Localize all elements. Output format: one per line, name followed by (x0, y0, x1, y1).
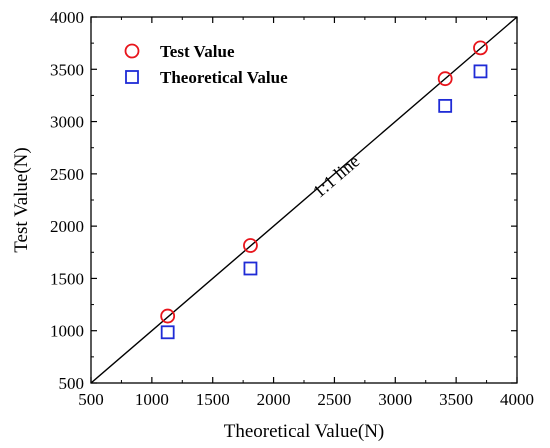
x-tick-label: 4000 (500, 390, 534, 409)
marks-layer (160, 40, 488, 340)
legend-marker-square (125, 70, 139, 84)
one-to-one-line (90, 16, 518, 384)
x-tick-label: 1000 (135, 390, 169, 409)
x-tick-label: 1500 (196, 390, 230, 409)
legend-label: Theoretical Value (160, 68, 288, 87)
y-tick-label: 1000 (50, 322, 84, 341)
y-tick-label: 500 (59, 374, 85, 393)
y-tick-label: 4000 (50, 8, 84, 27)
test-value-point (243, 238, 258, 253)
y-axis-title: Test Value(N) (11, 147, 32, 252)
test-value-point (160, 308, 176, 324)
test-value-point (437, 71, 453, 87)
legend-label: Test Value (160, 42, 235, 61)
y-tick-label: 2000 (50, 217, 84, 236)
x-tick-label: 3000 (378, 390, 412, 409)
x-tick-label: 3500 (439, 390, 473, 409)
legend-marker-circle (124, 43, 140, 59)
theoretical-value-point (473, 64, 488, 79)
y-tick-label: 3500 (50, 60, 84, 79)
axes-layer: 500 1000 1500 2000 2500 3000 3500 4000 500 1000 15… (50, 8, 534, 409)
legend: Test Value Theoretical Value (124, 42, 288, 87)
reference-line-layer (90, 16, 518, 384)
one-to-one-line-label: 1:1 line (309, 151, 363, 202)
x-axis-title: Theoretical Value(N) (224, 421, 385, 442)
y-tick-label: 3000 (50, 113, 84, 132)
x-tick-label: 500 (78, 390, 104, 409)
test-value-point (473, 40, 488, 56)
x-tick-label: 2500 (317, 390, 351, 409)
theoretical-value-point (438, 98, 453, 113)
x-tick-label: 2000 (257, 390, 291, 409)
y-tick-label: 1500 (50, 269, 84, 288)
theoretical-value-point (243, 261, 258, 276)
y-tick-label: 2500 (50, 165, 84, 184)
theoretical-value-point (160, 325, 175, 340)
